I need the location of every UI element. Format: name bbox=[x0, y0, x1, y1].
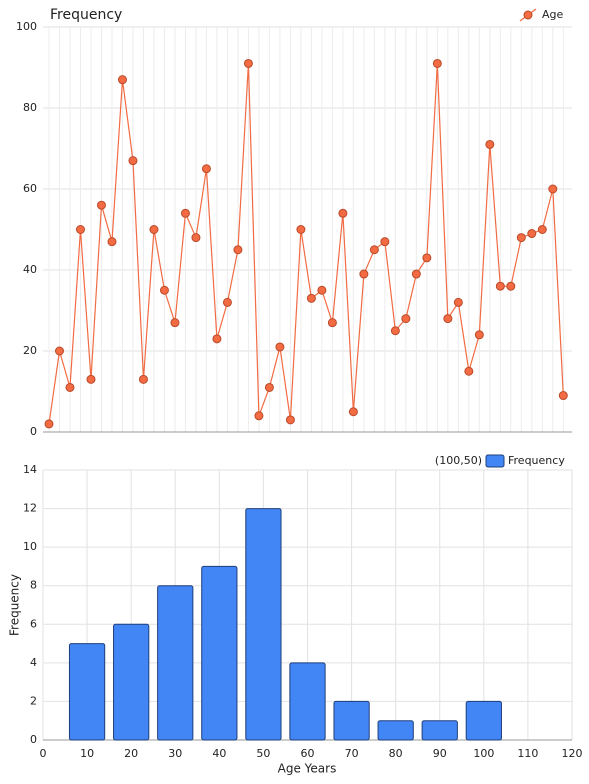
bar bbox=[289, 662, 326, 741]
data-point bbox=[495, 281, 505, 291]
data-point bbox=[107, 237, 117, 247]
data-point bbox=[96, 200, 106, 210]
x-tick-label: 10 bbox=[80, 747, 94, 760]
y-tick-label: 60 bbox=[23, 182, 37, 195]
data-point bbox=[401, 314, 411, 324]
data-point bbox=[443, 314, 453, 324]
x-tick-label: 60 bbox=[301, 747, 315, 760]
data-point bbox=[558, 391, 568, 401]
x-axis-label: Age Years bbox=[278, 762, 337, 776]
data-line bbox=[48, 63, 564, 424]
bar bbox=[157, 585, 194, 741]
data-point bbox=[474, 330, 484, 340]
data-point bbox=[117, 75, 127, 85]
data-point bbox=[44, 419, 54, 429]
data-point bbox=[65, 382, 75, 392]
x-tick-label: 120 bbox=[562, 747, 583, 760]
data-point bbox=[180, 208, 190, 218]
data-point bbox=[369, 245, 379, 255]
data-point bbox=[506, 281, 516, 291]
data-point bbox=[285, 415, 295, 425]
data-point bbox=[254, 411, 264, 421]
bar bbox=[465, 700, 502, 741]
legend-label: Age bbox=[542, 8, 564, 21]
chart-title: Frequency bbox=[50, 7, 122, 23]
data-point bbox=[243, 58, 253, 68]
data-point bbox=[338, 208, 348, 218]
data-point bbox=[432, 58, 442, 68]
data-point bbox=[453, 297, 463, 307]
data-point bbox=[138, 374, 148, 384]
y-tick-label: 10 bbox=[23, 540, 37, 553]
data-point bbox=[170, 318, 180, 328]
data-point bbox=[390, 326, 400, 336]
data-point bbox=[149, 225, 159, 234]
data-point bbox=[201, 164, 211, 174]
data-point bbox=[75, 225, 85, 234]
data-point bbox=[537, 225, 547, 234]
data-point bbox=[327, 318, 337, 328]
data-point bbox=[212, 334, 222, 344]
bar bbox=[333, 700, 370, 741]
y-axis-label: Frequency bbox=[8, 574, 22, 636]
legend-label: Frequency bbox=[508, 454, 565, 467]
data-point bbox=[264, 382, 274, 392]
data-point bbox=[411, 269, 421, 279]
x-tick-label: 80 bbox=[389, 747, 403, 760]
y-tick-label: 0 bbox=[30, 733, 37, 746]
x-tick-label: 110 bbox=[517, 747, 538, 760]
bar bbox=[245, 508, 282, 741]
bar bbox=[113, 623, 150, 741]
data-point bbox=[422, 253, 432, 263]
y-tick-label: 2 bbox=[30, 694, 37, 707]
annotation: (100,50) bbox=[435, 454, 482, 467]
bar bbox=[377, 720, 414, 741]
y-tick-label: 80 bbox=[23, 101, 37, 114]
x-tick-label: 40 bbox=[212, 747, 226, 760]
y-tick-label: 6 bbox=[30, 617, 37, 630]
data-point bbox=[159, 285, 169, 295]
x-tick-label: 30 bbox=[168, 747, 182, 760]
data-point bbox=[348, 407, 358, 417]
data-point bbox=[464, 366, 474, 376]
y-tick-label: 20 bbox=[23, 344, 37, 357]
y-tick-label: 4 bbox=[30, 656, 37, 669]
data-point bbox=[516, 233, 526, 243]
data-point bbox=[306, 293, 316, 303]
data-point bbox=[54, 346, 64, 356]
x-tick-label: 0 bbox=[40, 747, 47, 760]
data-point bbox=[548, 184, 558, 194]
y-tick-label: 12 bbox=[23, 502, 37, 515]
data-point bbox=[86, 374, 96, 384]
x-tick-label: 90 bbox=[433, 747, 447, 760]
bar bbox=[421, 720, 458, 741]
x-tick-label: 20 bbox=[124, 747, 138, 760]
data-point bbox=[296, 225, 306, 234]
data-point bbox=[191, 233, 201, 243]
data-point bbox=[317, 285, 327, 295]
data-point bbox=[527, 229, 537, 239]
y-tick-label: 8 bbox=[30, 579, 37, 592]
data-point bbox=[233, 245, 243, 255]
legend-marker bbox=[523, 10, 533, 20]
data-point bbox=[222, 297, 232, 307]
y-tick-label: 40 bbox=[23, 263, 37, 276]
y-tick-label: 14 bbox=[23, 463, 37, 476]
data-point bbox=[380, 237, 390, 247]
data-point bbox=[128, 156, 138, 166]
y-tick-label: 0 bbox=[30, 425, 37, 438]
bar bbox=[68, 643, 106, 741]
x-tick-label: 70 bbox=[345, 747, 359, 760]
data-point bbox=[485, 139, 495, 149]
x-tick-label: 100 bbox=[473, 747, 494, 760]
y-tick-label: 100 bbox=[16, 20, 37, 33]
bar bbox=[201, 565, 238, 741]
data-point bbox=[359, 269, 369, 279]
legend-swatch bbox=[485, 454, 505, 468]
data-point bbox=[275, 342, 285, 352]
x-tick-label: 50 bbox=[256, 747, 270, 760]
